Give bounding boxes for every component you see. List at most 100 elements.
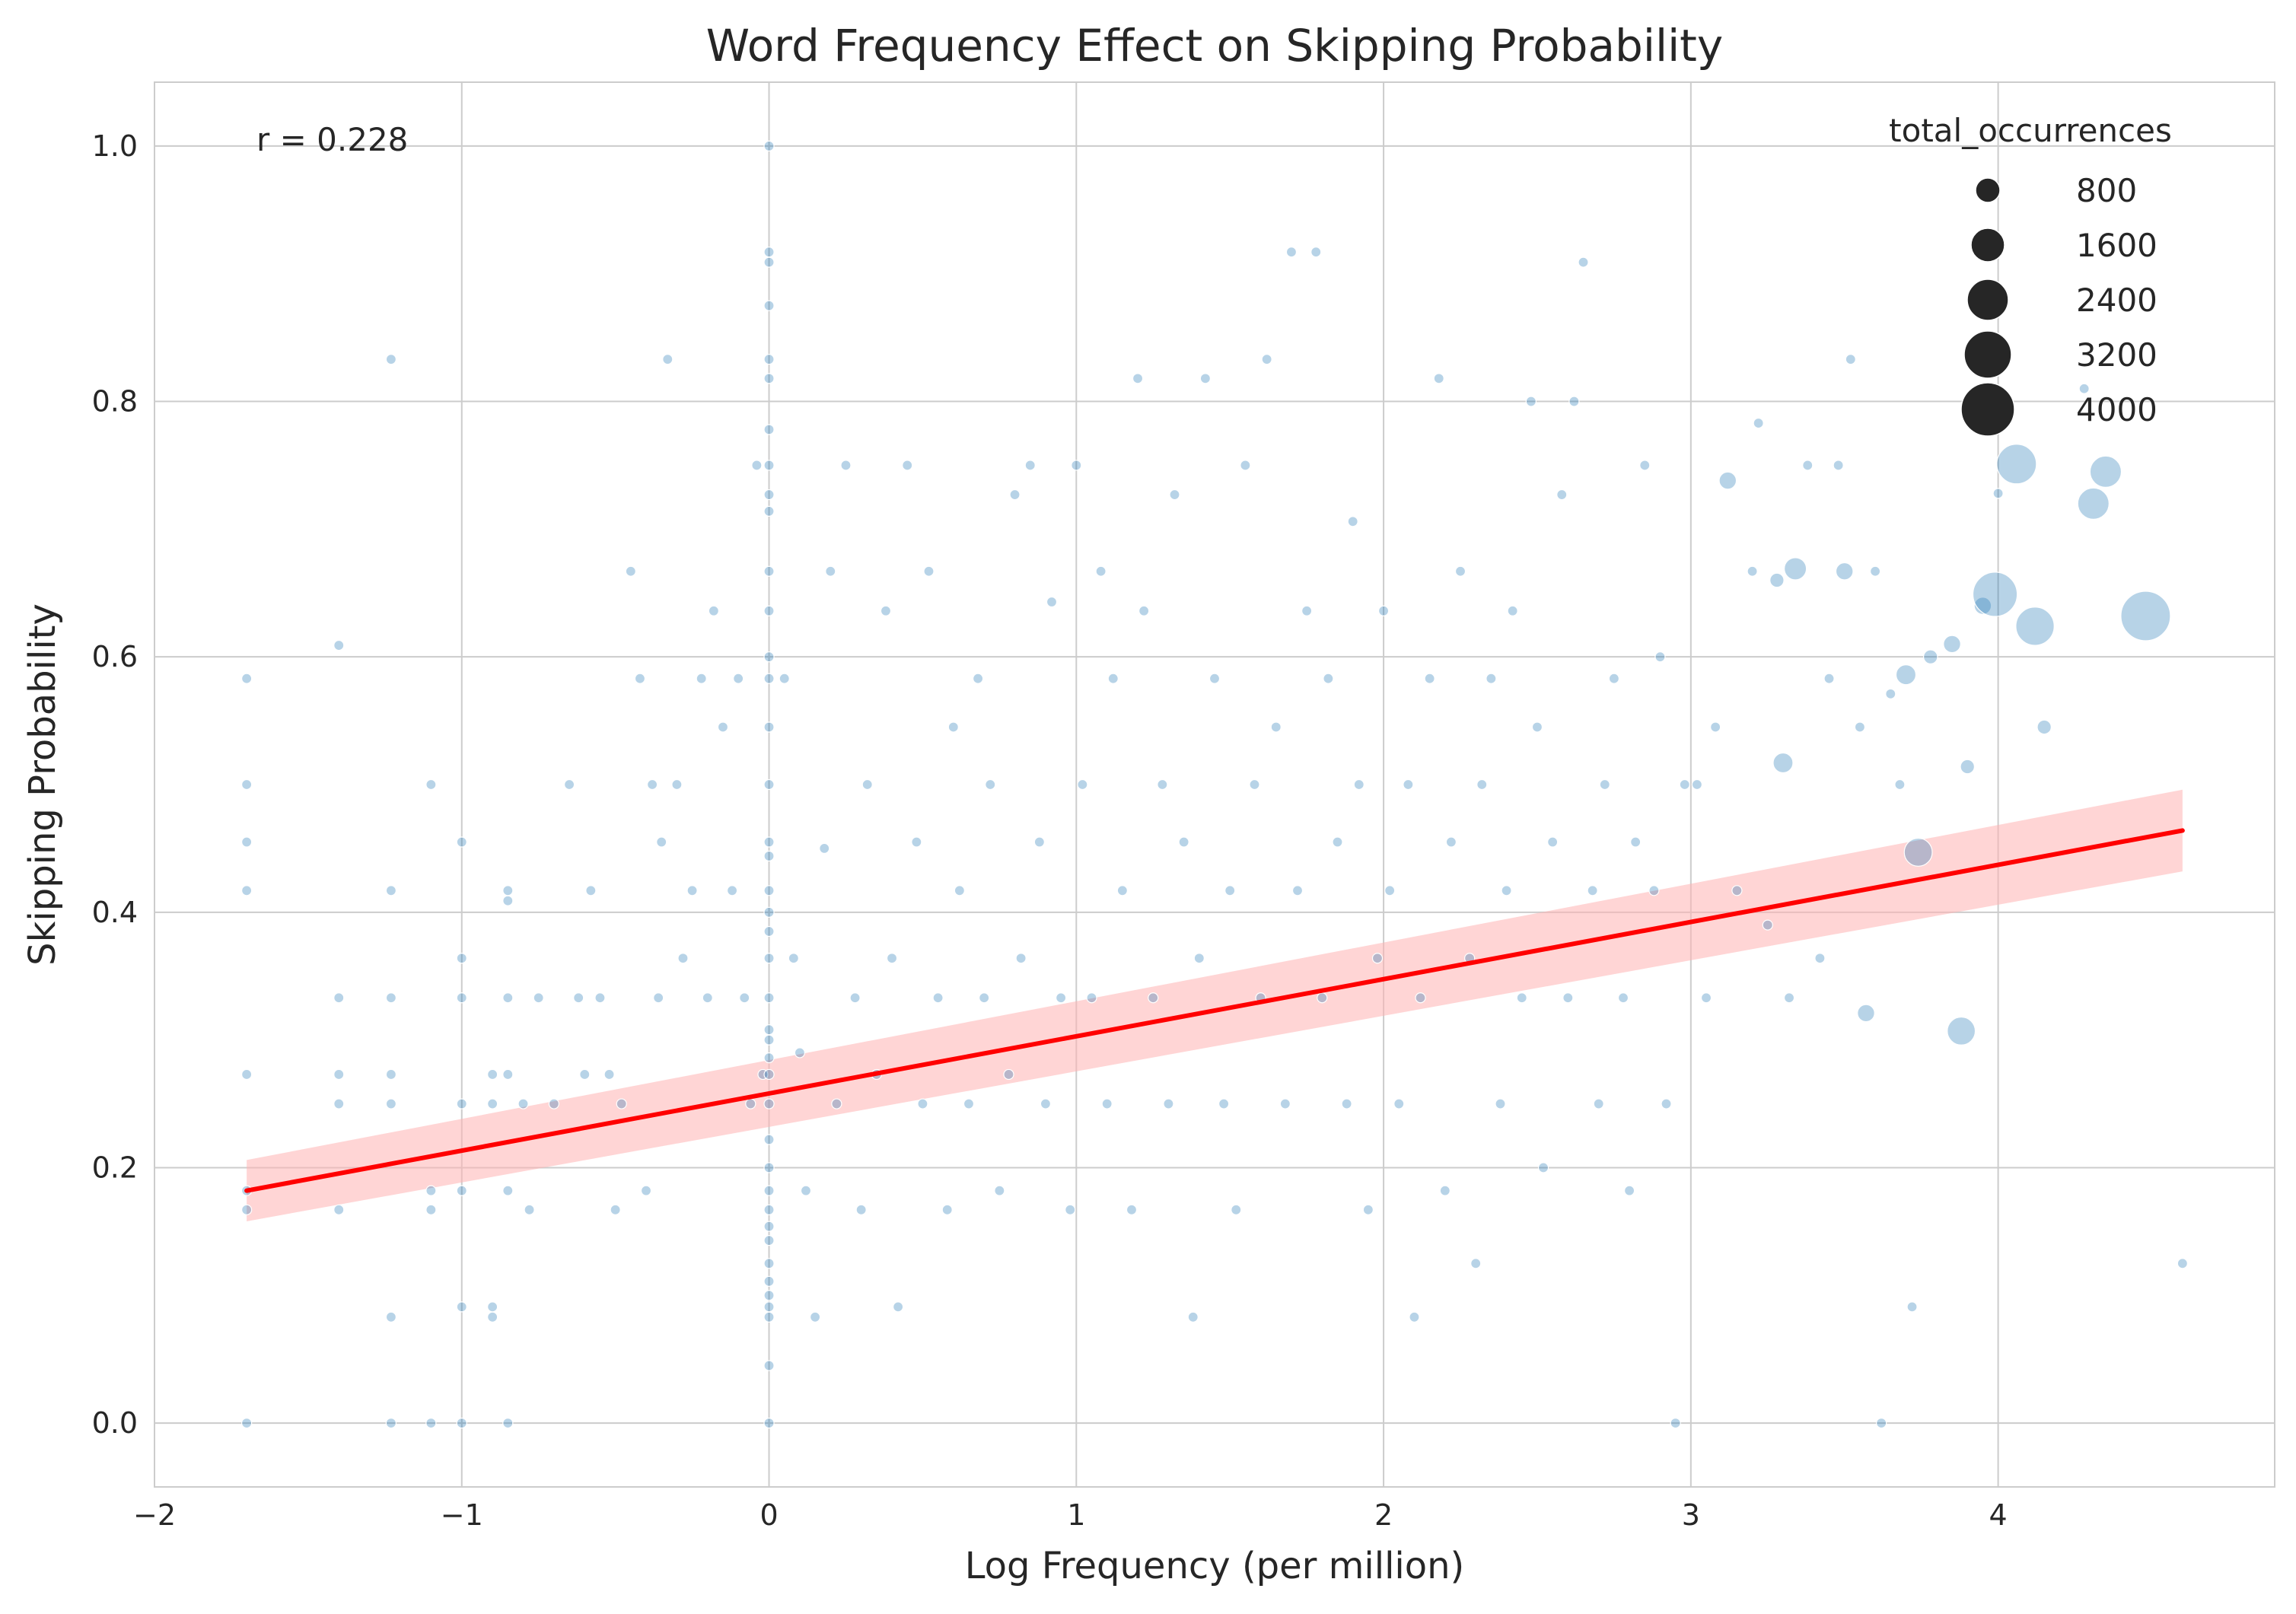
data-point	[1218, 1098, 1230, 1109]
data-point	[788, 953, 799, 964]
data-point	[917, 1098, 928, 1109]
data-point	[1857, 1004, 1875, 1023]
data-point	[1384, 885, 1396, 896]
data-point	[603, 1068, 615, 1081]
chart-title: Word Frequency Effect on Skipping Probab…	[706, 20, 1724, 72]
regression-line-group	[244, 828, 2185, 1193]
data-point	[333, 992, 345, 1004]
data-point	[831, 1098, 842, 1109]
data-point	[1753, 417, 1764, 429]
data-point	[487, 1301, 498, 1313]
data-point	[893, 1301, 904, 1313]
data-point	[385, 992, 397, 1004]
data-point	[1833, 460, 1844, 471]
data-point	[1992, 488, 2004, 499]
data-point	[2177, 1258, 2188, 1269]
data-point	[385, 1417, 397, 1429]
data-point	[1199, 373, 1211, 384]
data-point	[241, 1068, 253, 1081]
data-point	[763, 673, 775, 684]
data-point	[1347, 516, 1358, 527]
data-point	[241, 778, 253, 791]
legend-label: 3200	[2076, 336, 2157, 374]
data-point	[954, 885, 965, 896]
data-point	[456, 992, 467, 1004]
legend-marker	[1963, 330, 2012, 379]
data-point	[800, 1185, 812, 1196]
data-point	[763, 651, 775, 663]
data-point	[1537, 1162, 1549, 1173]
data-point	[1578, 256, 1589, 268]
data-point	[2089, 455, 2122, 489]
data-point	[1377, 605, 1390, 616]
x-tick-label: 0	[759, 1498, 778, 1532]
data-point	[1470, 1258, 1482, 1269]
data-point	[1802, 460, 1814, 471]
data-point	[1138, 605, 1150, 616]
legend-marker	[1970, 228, 2005, 263]
data-point	[1700, 992, 1712, 1004]
data-point	[385, 354, 397, 365]
data-point	[726, 885, 738, 896]
data-point	[1556, 489, 1568, 501]
data-point	[502, 1185, 514, 1196]
data-point	[647, 778, 658, 791]
data-point	[1783, 992, 1795, 1004]
data-point	[763, 1024, 775, 1036]
y-tick-label: 0.8	[92, 385, 138, 419]
data-point	[763, 885, 775, 896]
data-point	[1261, 354, 1272, 365]
data-point	[425, 1417, 437, 1429]
data-point	[241, 836, 253, 848]
confidence-band	[247, 789, 2183, 1221]
data-point	[573, 992, 584, 1004]
data-point	[880, 605, 892, 616]
data-point	[1409, 1311, 1420, 1323]
data-point	[1285, 247, 1298, 258]
data-point	[733, 673, 744, 684]
data-point	[985, 778, 996, 791]
data-point	[763, 1221, 775, 1232]
x-tick-label: 1	[1067, 1498, 1085, 1532]
data-point	[763, 850, 775, 862]
data-point	[1507, 605, 1518, 616]
data-point	[533, 992, 544, 1004]
data-point	[1996, 444, 2037, 485]
data-point	[702, 992, 713, 1004]
data-point	[1630, 836, 1642, 848]
data-point	[886, 953, 898, 964]
data-point	[763, 489, 775, 501]
data-point	[1362, 1204, 1374, 1215]
data-point	[1454, 565, 1466, 577]
data-point	[763, 1098, 775, 1109]
ci-band	[247, 789, 2183, 1221]
data-point	[425, 778, 437, 791]
data-point	[502, 885, 514, 896]
data-point	[1617, 992, 1629, 1004]
data-point	[923, 565, 935, 577]
data-point	[1107, 673, 1119, 684]
data-point	[1040, 1098, 1052, 1109]
data-point	[456, 1417, 467, 1429]
data-point	[1317, 992, 1328, 1004]
y-tick-label: 0.2	[92, 1151, 138, 1184]
data-point	[963, 1098, 975, 1109]
y-tick-label: 0.0	[92, 1406, 138, 1440]
data-point	[1015, 953, 1027, 964]
data-point	[763, 424, 775, 435]
data-point	[640, 1185, 652, 1196]
data-point	[1835, 562, 1854, 581]
legend: total_occurrences 800 1600 2400 3200 4000	[1889, 112, 2172, 437]
data-point	[1193, 953, 1205, 964]
data-point	[763, 373, 775, 384]
data-point	[1639, 460, 1651, 471]
data-point	[763, 778, 775, 791]
data-point	[1623, 1185, 1635, 1196]
data-point	[487, 1311, 498, 1323]
data-point	[1876, 1417, 1887, 1429]
data-point	[502, 992, 514, 1004]
data-point	[1163, 1098, 1174, 1109]
data-points	[241, 140, 2188, 1429]
data-point	[1772, 752, 1794, 774]
data-point	[1323, 673, 1334, 684]
